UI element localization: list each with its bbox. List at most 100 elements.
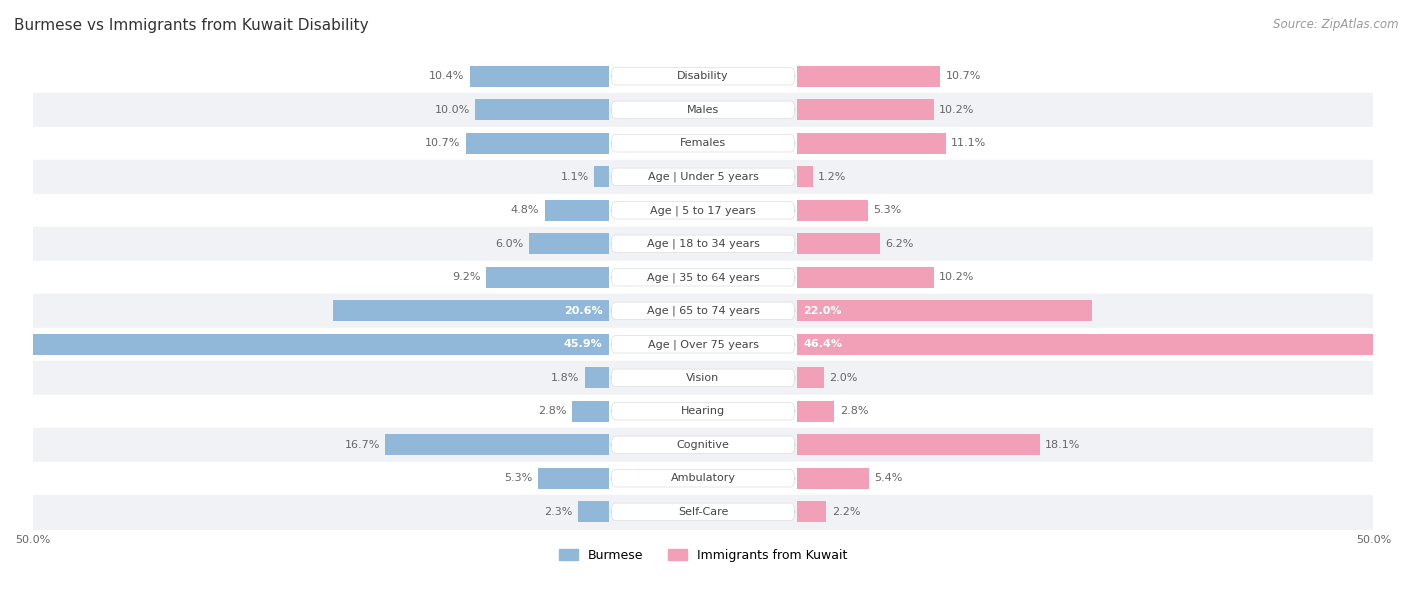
Text: 5.3%: 5.3% [873, 205, 901, 215]
Bar [32, 361, 1374, 395]
Bar [32, 461, 1374, 495]
Text: 1.2%: 1.2% [818, 172, 846, 182]
Bar [32, 193, 1374, 227]
Bar [32, 59, 1374, 93]
Text: 4.8%: 4.8% [510, 205, 540, 215]
Bar [0, 334, 609, 355]
Text: 10.2%: 10.2% [939, 105, 974, 115]
Bar [797, 200, 868, 221]
Text: 2.8%: 2.8% [839, 406, 869, 416]
Bar [465, 133, 609, 154]
Text: Burmese vs Immigrants from Kuwait Disability: Burmese vs Immigrants from Kuwait Disabi… [14, 18, 368, 34]
Bar [797, 233, 880, 254]
Text: Hearing: Hearing [681, 406, 725, 416]
Bar [797, 501, 827, 522]
Text: Males: Males [688, 105, 718, 115]
Text: 2.2%: 2.2% [832, 507, 860, 517]
Text: 10.4%: 10.4% [429, 71, 464, 81]
Text: 5.3%: 5.3% [505, 473, 533, 483]
Bar [538, 468, 609, 489]
Bar [797, 166, 813, 187]
Text: 1.8%: 1.8% [551, 373, 579, 382]
FancyBboxPatch shape [612, 302, 794, 319]
Text: 45.9%: 45.9% [564, 339, 602, 349]
Text: 10.2%: 10.2% [939, 272, 974, 282]
FancyBboxPatch shape [612, 503, 794, 521]
Bar [797, 66, 941, 87]
Bar [797, 133, 946, 154]
FancyBboxPatch shape [612, 335, 794, 353]
Text: 10.0%: 10.0% [434, 105, 470, 115]
Bar [32, 261, 1374, 294]
Text: 10.7%: 10.7% [425, 138, 460, 148]
FancyBboxPatch shape [612, 201, 794, 219]
Text: Age | 18 to 34 years: Age | 18 to 34 years [647, 239, 759, 249]
Text: Self-Care: Self-Care [678, 507, 728, 517]
Bar [797, 300, 1092, 321]
Text: 2.0%: 2.0% [830, 373, 858, 382]
Text: Females: Females [681, 138, 725, 148]
Bar [32, 227, 1374, 261]
Bar [333, 300, 609, 321]
FancyBboxPatch shape [612, 436, 794, 453]
Text: Age | 35 to 64 years: Age | 35 to 64 years [647, 272, 759, 283]
Bar [797, 334, 1406, 355]
Text: Ambulatory: Ambulatory [671, 473, 735, 483]
Text: 2.3%: 2.3% [544, 507, 574, 517]
Bar [32, 395, 1374, 428]
FancyBboxPatch shape [612, 135, 794, 152]
Text: Age | 65 to 74 years: Age | 65 to 74 years [647, 305, 759, 316]
Text: 46.4%: 46.4% [804, 339, 842, 349]
Bar [595, 166, 609, 187]
Bar [32, 93, 1374, 127]
Bar [32, 428, 1374, 461]
Text: 1.1%: 1.1% [561, 172, 589, 182]
Text: 10.7%: 10.7% [946, 71, 981, 81]
Bar [32, 495, 1374, 529]
Text: 22.0%: 22.0% [804, 306, 842, 316]
Bar [797, 267, 934, 288]
FancyBboxPatch shape [612, 235, 794, 253]
Text: 6.0%: 6.0% [495, 239, 523, 249]
FancyBboxPatch shape [612, 101, 794, 119]
Bar [797, 99, 934, 120]
FancyBboxPatch shape [612, 403, 794, 420]
Bar [797, 435, 1039, 455]
Bar [572, 401, 609, 422]
Bar [475, 99, 609, 120]
Bar [470, 66, 609, 87]
Text: Disability: Disability [678, 71, 728, 81]
Text: 5.4%: 5.4% [875, 473, 903, 483]
Bar [529, 233, 609, 254]
Text: Age | Over 75 years: Age | Over 75 years [648, 339, 758, 349]
FancyBboxPatch shape [612, 469, 794, 487]
Text: Source: ZipAtlas.com: Source: ZipAtlas.com [1274, 18, 1399, 31]
Text: Vision: Vision [686, 373, 720, 382]
Text: Age | Under 5 years: Age | Under 5 years [648, 171, 758, 182]
Text: 2.8%: 2.8% [537, 406, 567, 416]
Text: Age | 5 to 17 years: Age | 5 to 17 years [650, 205, 756, 215]
Bar [578, 501, 609, 522]
Bar [797, 401, 834, 422]
Bar [544, 200, 609, 221]
Bar [32, 294, 1374, 327]
Text: Cognitive: Cognitive [676, 440, 730, 450]
FancyBboxPatch shape [612, 168, 794, 185]
Text: 20.6%: 20.6% [564, 306, 602, 316]
Bar [32, 327, 1374, 361]
Bar [797, 367, 824, 388]
Legend: Burmese, Immigrants from Kuwait: Burmese, Immigrants from Kuwait [554, 543, 852, 567]
Text: 16.7%: 16.7% [344, 440, 380, 450]
Bar [32, 160, 1374, 193]
Text: 6.2%: 6.2% [886, 239, 914, 249]
FancyBboxPatch shape [612, 269, 794, 286]
Bar [32, 127, 1374, 160]
Text: 9.2%: 9.2% [451, 272, 481, 282]
Bar [486, 267, 609, 288]
Text: 11.1%: 11.1% [950, 138, 986, 148]
Text: 18.1%: 18.1% [1045, 440, 1080, 450]
Bar [385, 435, 609, 455]
FancyBboxPatch shape [612, 369, 794, 387]
Bar [797, 468, 869, 489]
Bar [585, 367, 609, 388]
